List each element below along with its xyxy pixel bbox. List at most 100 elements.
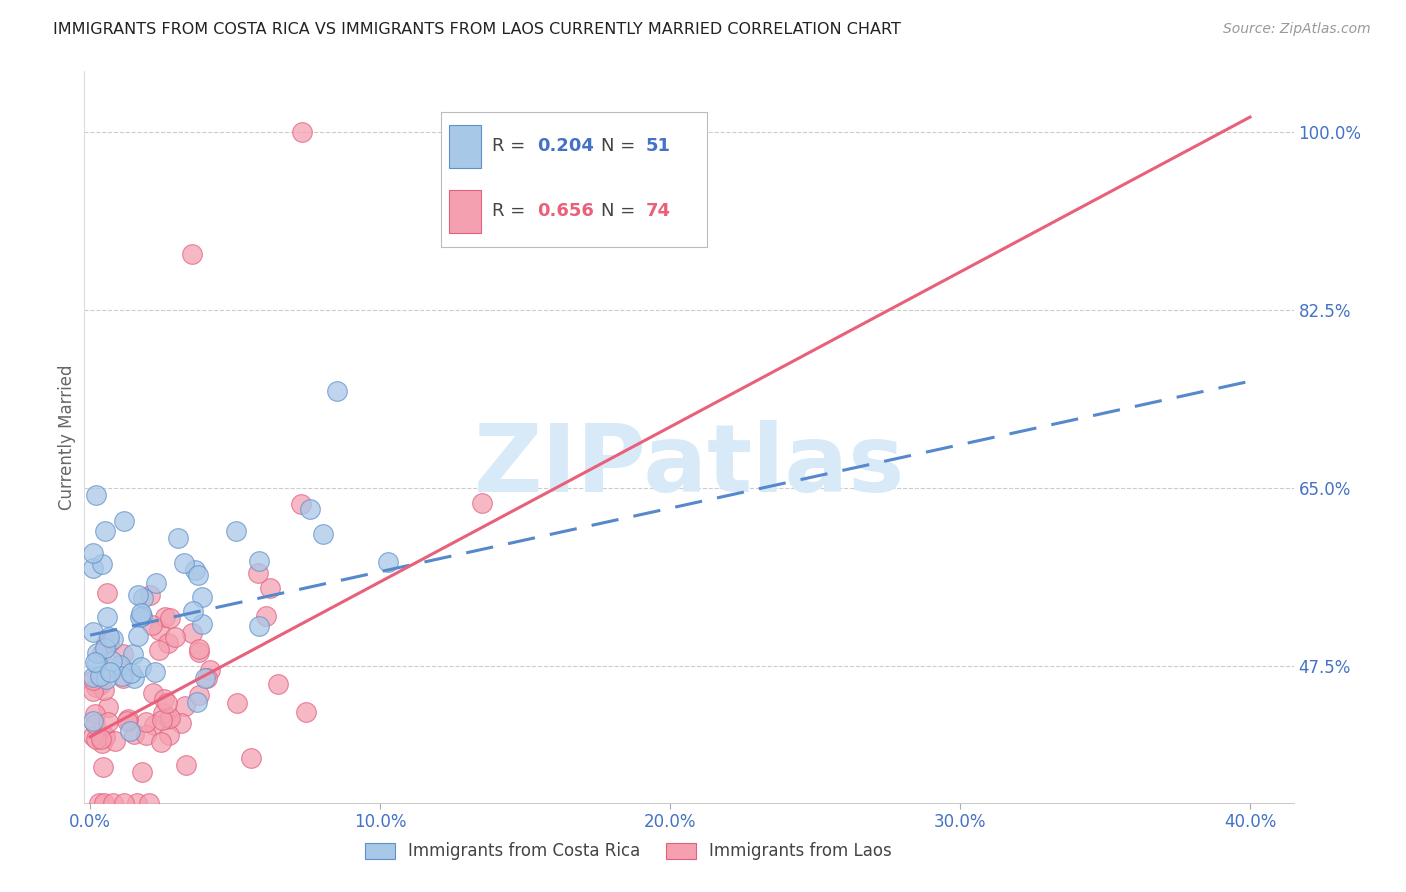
- Point: [90, 669, 112, 683]
- Text: Source: ZipAtlas.com: Source: ZipAtlas.com: [1223, 22, 1371, 37]
- Point: [150, 713, 173, 727]
- Point: [89, 796, 111, 810]
- Point: [94, 729, 117, 743]
- Point: [138, 796, 160, 810]
- Point: [112, 514, 135, 528]
- Point: [188, 645, 211, 659]
- Point: [226, 696, 249, 710]
- Point: [96, 610, 118, 624]
- Point: [104, 733, 127, 747]
- Point: [131, 765, 153, 780]
- Point: [377, 555, 399, 569]
- Point: [188, 689, 211, 703]
- Point: [115, 714, 138, 728]
- Point: [111, 647, 134, 661]
- Point: [84, 707, 107, 722]
- Point: [90, 732, 112, 747]
- Point: [129, 606, 152, 620]
- Point: [96, 586, 118, 600]
- Point: [159, 610, 181, 624]
- Point: [163, 631, 186, 645]
- Point: [82, 625, 104, 640]
- Point: [84, 680, 107, 694]
- Point: [290, 497, 312, 511]
- Point: [291, 125, 314, 139]
- Point: [101, 653, 124, 667]
- Point: [117, 712, 139, 726]
- Point: [159, 711, 181, 725]
- Point: [156, 636, 179, 650]
- Y-axis label: Currently Married: Currently Married: [58, 364, 76, 510]
- Point: [110, 658, 132, 673]
- Point: [295, 705, 318, 719]
- Point: [180, 626, 202, 640]
- Point: [90, 558, 112, 572]
- Point: [93, 760, 115, 774]
- Point: [173, 556, 195, 570]
- Point: [86, 646, 108, 660]
- Point: [156, 696, 179, 710]
- Point: [94, 640, 117, 655]
- Point: [143, 665, 166, 679]
- Point: [82, 670, 104, 684]
- Point: [170, 715, 193, 730]
- Legend: Immigrants from Costa Rica, Immigrants from Laos: Immigrants from Costa Rica, Immigrants f…: [366, 842, 891, 860]
- Point: [153, 692, 176, 706]
- Point: [93, 683, 115, 698]
- Point: [127, 588, 149, 602]
- Point: [84, 732, 107, 747]
- Point: [135, 728, 157, 742]
- Point: [141, 618, 163, 632]
- Point: [197, 671, 219, 685]
- Point: [82, 560, 104, 574]
- Point: [148, 623, 170, 637]
- Point: [82, 684, 104, 698]
- Point: [131, 659, 153, 673]
- Point: [111, 671, 134, 685]
- Point: [299, 502, 322, 516]
- Point: [82, 546, 104, 560]
- Point: [200, 664, 222, 678]
- Point: [124, 727, 146, 741]
- Point: [132, 591, 155, 605]
- Point: [94, 524, 117, 538]
- Point: [259, 581, 281, 595]
- Point: [82, 729, 104, 743]
- Point: [142, 718, 165, 732]
- Point: [247, 566, 270, 580]
- Point: [312, 526, 335, 541]
- Point: [225, 524, 247, 538]
- Point: [97, 714, 120, 729]
- Point: [157, 728, 180, 742]
- Point: [121, 666, 143, 681]
- Point: [131, 609, 153, 624]
- Point: [325, 384, 347, 399]
- Point: [127, 629, 149, 643]
- Point: [98, 665, 121, 679]
- Point: [86, 657, 108, 671]
- Point: [125, 796, 148, 810]
- Point: [166, 531, 188, 545]
- Point: [96, 636, 118, 650]
- Point: [186, 695, 208, 709]
- Point: [135, 714, 157, 729]
- Point: [190, 617, 212, 632]
- Point: [247, 618, 270, 632]
- Point: [142, 685, 165, 699]
- Point: [89, 678, 111, 692]
- Point: [83, 716, 105, 731]
- Point: [111, 669, 134, 683]
- Point: [101, 632, 124, 647]
- Point: [93, 796, 115, 810]
- Point: [82, 673, 104, 687]
- Point: [82, 714, 104, 728]
- Point: [94, 673, 117, 687]
- Point: [254, 609, 277, 624]
- Point: [97, 700, 120, 714]
- Point: [129, 609, 152, 624]
- Text: IMMIGRANTS FROM COSTA RICA VS IMMIGRANTS FROM LAOS CURRENTLY MARRIED CORRELATION: IMMIGRANTS FROM COSTA RICA VS IMMIGRANTS…: [53, 22, 901, 37]
- Point: [120, 724, 142, 739]
- Point: [156, 712, 179, 726]
- Point: [149, 734, 172, 748]
- Point: [90, 646, 112, 660]
